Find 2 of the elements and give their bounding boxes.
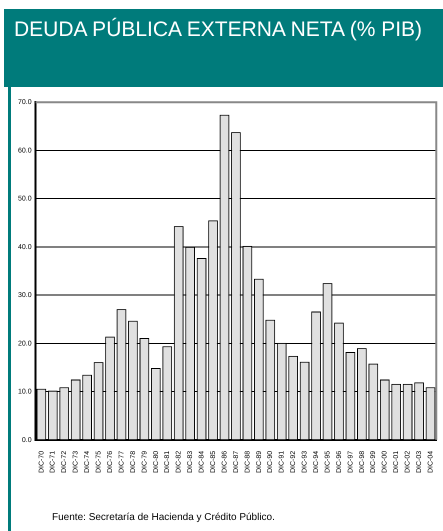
source-note: Fuente: Secretaría de Hacienda y Crédito Público. [52,512,275,523]
chart-title: DEUDA PÚBLICA EXTERNA NETA (% PIB) [4,9,443,87]
